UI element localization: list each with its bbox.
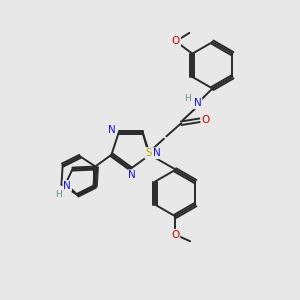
Text: H: H bbox=[184, 94, 191, 103]
Text: N: N bbox=[153, 148, 160, 158]
Text: H: H bbox=[55, 190, 62, 200]
Text: N: N bbox=[108, 125, 116, 135]
Text: O: O bbox=[202, 115, 210, 125]
Text: N: N bbox=[128, 170, 136, 180]
Text: S: S bbox=[145, 148, 152, 158]
Text: N: N bbox=[194, 98, 201, 108]
Text: N: N bbox=[63, 181, 71, 191]
Text: O: O bbox=[172, 36, 180, 46]
Text: O: O bbox=[171, 230, 179, 240]
